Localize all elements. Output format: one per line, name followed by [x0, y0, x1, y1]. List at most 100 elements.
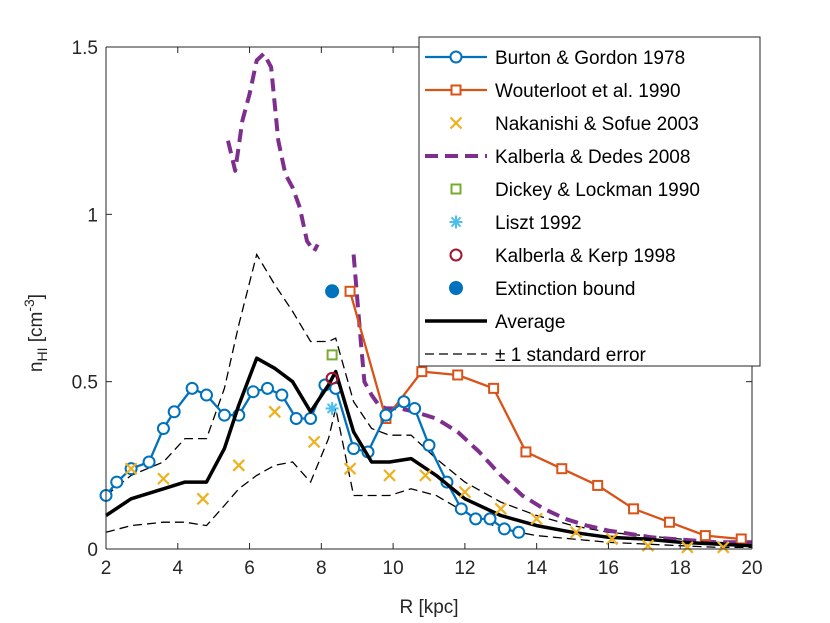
- point-nakanishi-sofue-2003-12: [530, 512, 543, 526]
- point-dickey-lockman-1990-1: [326, 349, 338, 361]
- point-wouterloot-et-al-1990-9: [628, 503, 640, 515]
- x-tick-label-6: 6: [244, 558, 255, 579]
- point-burton-gordon-1978-18: [347, 442, 361, 456]
- x-tick-label-14: 14: [526, 558, 548, 579]
- y-axis-label-sub: HI: [34, 348, 50, 362]
- point-nakanishi-sofue-2003-1: [124, 462, 138, 475]
- x-tick-label-20: 20: [741, 558, 762, 579]
- legend-label-1-standard-error: ± 1 standard error: [495, 345, 647, 366]
- point-nakanishi-sofue-2003-6: [307, 435, 321, 449]
- point-wouterloot-et-al-1990-5: [488, 382, 500, 394]
- point-nakanishi-sofue-2003-4: [232, 459, 246, 472]
- point-wouterloot-et-al-1990-7: [556, 463, 568, 475]
- x-tick-label-2: 2: [101, 558, 112, 579]
- point-burton-gordon-1978-2: [110, 475, 124, 489]
- legend-label-dickey-lockman-1990: Dickey & Lockman 1990: [495, 180, 700, 201]
- y-tick-label-2: 1: [87, 205, 98, 226]
- point-wouterloot-et-al-1990-3: [416, 366, 428, 378]
- legend-marker-burton-gordon-1978: [449, 50, 463, 64]
- point-nakanishi-sofue-2003-13: [569, 525, 583, 539]
- series-kalberla-dedes-2008-segment-1: [226, 51, 320, 254]
- series-layer: [99, 51, 753, 554]
- legend-label-burton-gordon-1978: Burton & Gordon 1978: [495, 48, 685, 69]
- legend-label-kalberla-kerp-1998: Kalberla & Kerp 1998: [495, 246, 676, 267]
- series-wouterloot-et-al-1990-line: [348, 290, 742, 541]
- point-nakanishi-sofue-2003-17: [717, 541, 730, 554]
- series-extinction-bound: [325, 284, 340, 299]
- legend-label-nakanishi-sofue-2003: Nakanishi & Sofue 2003: [495, 114, 699, 135]
- y-axis-label-main: n: [26, 362, 47, 373]
- legend-item-kalberla-kerp-1998: Kalberla & Kerp 1998: [449, 246, 676, 267]
- legend-item-average: Average: [425, 312, 565, 333]
- legend-label-average: Average: [495, 312, 565, 333]
- point-nakanishi-sofue-2003-3: [196, 492, 210, 506]
- series-kalberla-kerp-1998: [325, 371, 339, 385]
- point-burton-gordon-1978-5: [156, 422, 170, 436]
- point-burton-gordon-1978-11: [246, 385, 260, 399]
- point-nakanishi-sofue-2003-9: [419, 469, 432, 482]
- legend-item-dickey-lockman-1990: Dickey & Lockman 1990: [450, 180, 700, 201]
- x-tick-label-18: 18: [670, 558, 691, 579]
- y-tick-label-3: 1.5: [72, 38, 98, 59]
- legend-label-wouterloot-et-al-1990: Wouterloot et al. 1990: [495, 81, 681, 102]
- series-kalberla-dedes-2008-segment-2: [351, 254, 752, 545]
- y-axis-label-unit: [cm: [26, 312, 47, 348]
- point-nakanishi-sofue-2003-11: [494, 502, 508, 516]
- y-tick-label-0: 0: [87, 540, 98, 561]
- series-liszt-1992: [325, 401, 339, 415]
- series-average-line: [105, 356, 753, 548]
- point-kalberla-kerp-1998-1: [325, 371, 339, 385]
- x-tick-label-12: 12: [454, 558, 475, 579]
- point-burton-gordon-1978-25: [454, 502, 468, 516]
- legend-marker-nakanishi-sofue-2003: [449, 116, 463, 130]
- series-wouterloot-et-al-1990: [344, 285, 747, 545]
- legend-item-nakanishi-sofue-2003: Nakanishi & Sofue 2003: [449, 114, 699, 135]
- legend-marker-dickey-lockman-1990: [450, 183, 462, 195]
- y-axis-label-exp: -3: [21, 299, 37, 312]
- point-burton-gordon-1978-22: [408, 401, 422, 415]
- point-burton-gordon-1978-20: [379, 408, 393, 422]
- point-burton-gordon-1978-23: [422, 438, 436, 452]
- legend-label-extinction-bound: Extinction bound: [495, 279, 636, 300]
- point-burton-gordon-1978-15: [304, 411, 318, 425]
- series-kalberla-dedes-2008: [226, 51, 752, 545]
- legend-item-burton-gordon-1978: Burton & Gordon 1978: [425, 48, 685, 69]
- x-tick-label-16: 16: [598, 558, 619, 579]
- legend-item-wouterloot-et-al-1990: Wouterloot et al. 1990: [425, 81, 681, 102]
- point-wouterloot-et-al-1990-10: [663, 516, 675, 528]
- x-axis-label: R [kpc]: [399, 597, 458, 618]
- point-burton-gordon-1978-6: [167, 405, 181, 419]
- series-1-standard-error-band-lower: [105, 408, 752, 548]
- point-nakanishi-sofue-2003-2: [157, 472, 170, 485]
- x-tick-label-4: 4: [172, 558, 183, 579]
- series-dickey-lockman-1990: [326, 349, 338, 361]
- point-wouterloot-et-al-1990-11: [699, 530, 711, 542]
- point-burton-gordon-1978-21: [397, 395, 411, 409]
- point-nakanishi-sofue-2003-16: [681, 541, 694, 554]
- point-burton-gordon-1978-7: [185, 381, 199, 395]
- point-nakanishi-sofue-2003-7: [343, 462, 357, 475]
- point-burton-gordon-1978-4: [142, 455, 156, 469]
- y-axis-label-close: ]: [26, 294, 47, 299]
- legend-marker-liszt-1992: [449, 215, 463, 229]
- point-wouterloot-et-al-1990-4: [452, 369, 464, 381]
- point-burton-gordon-1978-9: [217, 408, 231, 422]
- legend-item-extinction-bound: Extinction bound: [449, 279, 636, 300]
- point-burton-gordon-1978-8: [199, 388, 213, 402]
- y-tick-label-1: 0.5: [72, 373, 98, 394]
- legend-label-liszt-1992: Liszt 1992: [495, 213, 582, 234]
- point-wouterloot-et-al-1990-12: [735, 533, 747, 545]
- x-tick-label-8: 8: [316, 558, 327, 579]
- point-burton-gordon-1978-27: [483, 512, 497, 526]
- point-burton-gordon-1978-13: [275, 388, 289, 402]
- x-tick-label-10: 10: [383, 558, 404, 579]
- point-nakanishi-sofue-2003-10: [458, 485, 472, 499]
- legend-marker-extinction-bound: [449, 281, 463, 295]
- point-nakanishi-sofue-2003-8: [383, 469, 396, 482]
- series-nakanishi-sofue-2003: [124, 405, 730, 554]
- legend-marker-wouterloot-et-al-1990: [450, 84, 462, 96]
- legend: Burton & Gordon 1978 Wouterloot et al. 19…: [418, 36, 761, 367]
- point-burton-gordon-1978-12: [261, 381, 274, 395]
- point-nakanishi-sofue-2003-14: [605, 532, 619, 546]
